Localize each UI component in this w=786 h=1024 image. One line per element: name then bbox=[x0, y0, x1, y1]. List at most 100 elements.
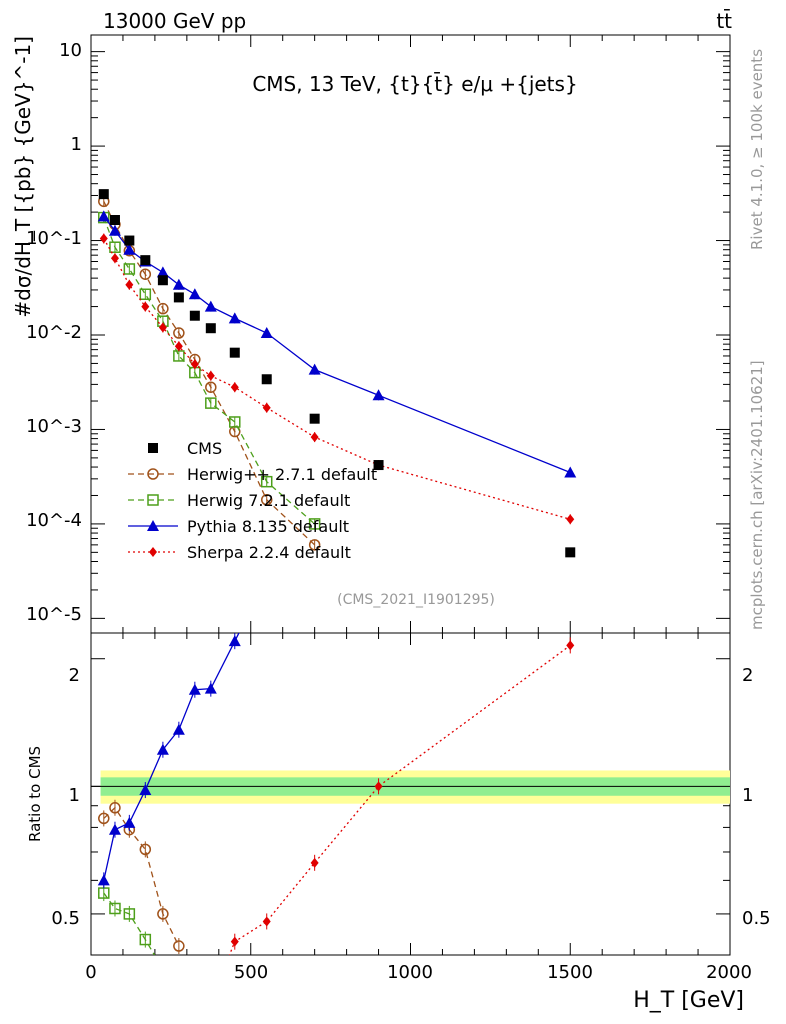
data-point bbox=[99, 233, 108, 244]
data-point bbox=[123, 263, 136, 275]
y-tick-label: 10^-4 bbox=[26, 510, 82, 531]
series-pythia-8-135-default bbox=[97, 210, 577, 478]
ratio-uncertainty-band bbox=[91, 770, 730, 804]
ratio-point bbox=[191, 997, 199, 1007]
data-point bbox=[188, 288, 201, 300]
legend-marker bbox=[148, 443, 158, 453]
data-point bbox=[308, 539, 321, 551]
legend: CMS Herwig++ 2.7.1 default Herwig 7.2.1 de… bbox=[128, 439, 377, 562]
ratio-point bbox=[123, 908, 136, 920]
data-point bbox=[108, 224, 121, 236]
legend-label: Pythia 8.135 default bbox=[187, 517, 349, 536]
data-point bbox=[308, 518, 321, 530]
data-point bbox=[564, 466, 577, 478]
data-point bbox=[205, 397, 217, 409]
data-point bbox=[174, 341, 183, 352]
ratio-series-group bbox=[97, 572, 575, 1007]
ratio-tick-label: 1 bbox=[69, 785, 80, 806]
ratio-point bbox=[188, 683, 201, 695]
data-point bbox=[189, 310, 200, 321]
data-point bbox=[205, 381, 217, 393]
legend-marker bbox=[147, 494, 159, 506]
data-point bbox=[260, 494, 273, 506]
data-point bbox=[260, 475, 273, 488]
main-series-group bbox=[97, 189, 577, 558]
x-tick-label: 500 bbox=[234, 962, 268, 983]
ratio-tick-label-right: 0.5 bbox=[742, 908, 771, 929]
data-point bbox=[261, 374, 272, 385]
data-point bbox=[205, 323, 216, 334]
x-axis-title: H_T [GeV] bbox=[633, 988, 744, 1013]
data-point bbox=[109, 241, 121, 253]
ratio-herwig-7-2-1-default bbox=[98, 885, 156, 955]
ratio-point bbox=[98, 812, 110, 825]
data-point bbox=[173, 327, 185, 339]
ratio-point bbox=[97, 874, 110, 886]
data-point bbox=[229, 416, 241, 428]
data-point bbox=[206, 370, 215, 381]
data-point bbox=[123, 243, 136, 255]
y-tick-label: 10^-5 bbox=[26, 604, 82, 625]
ratio-point bbox=[139, 784, 152, 796]
ratio-point bbox=[228, 635, 241, 647]
y-tick-label: 1 bbox=[71, 134, 82, 155]
ratio-point bbox=[172, 723, 185, 735]
ratio-line bbox=[228, 644, 571, 955]
legend-item-cms: CMS bbox=[148, 439, 222, 458]
plot-title: CMS, 13 TeV, {t}{t̄} e/μ +{jets} bbox=[252, 71, 577, 96]
y-axis-title: #dσ/dH_T [{pb} {GeV}^-1] bbox=[11, 36, 35, 318]
ratio-point bbox=[100, 980, 108, 990]
header-final-state: tt̄ bbox=[716, 8, 732, 33]
data-point bbox=[229, 347, 240, 358]
ratio-point bbox=[108, 823, 121, 835]
ratio-line bbox=[103, 892, 156, 955]
ratio-y-tick-labels: 0.5 1 2 0.5 1 2 bbox=[51, 665, 770, 929]
data-point bbox=[373, 460, 384, 471]
data-point bbox=[140, 255, 151, 266]
ratio-point bbox=[139, 933, 152, 946]
ratio-point bbox=[139, 843, 152, 856]
legend-item-pythia-8-135-default: Pythia 8.135 default bbox=[128, 517, 349, 536]
legend-label: Herwig 7.2.1 default bbox=[187, 491, 350, 510]
y-tick-label: 10^-1 bbox=[26, 228, 82, 249]
data-point bbox=[204, 300, 217, 312]
data-point bbox=[310, 432, 319, 443]
ratio-point bbox=[111, 975, 119, 985]
ratio-point bbox=[123, 816, 136, 828]
ratio-point bbox=[262, 916, 271, 927]
ratio-point bbox=[204, 682, 217, 694]
ratio-point bbox=[374, 781, 383, 792]
data-point bbox=[372, 389, 385, 401]
data-point bbox=[109, 215, 120, 226]
data-point bbox=[309, 413, 320, 424]
legend-item-sherpa-2-2-4-default: Sherpa 2.2.4 default bbox=[128, 543, 351, 562]
ratio-point bbox=[156, 743, 169, 755]
ratio-tick-label: 0.5 bbox=[51, 908, 80, 929]
data-point bbox=[173, 292, 184, 303]
ratio-point bbox=[261, 572, 273, 583]
y-tick-label: 10 bbox=[59, 40, 82, 61]
x-tick-label: 2000 bbox=[706, 962, 752, 983]
ratio-point bbox=[141, 991, 149, 1001]
data-point bbox=[156, 266, 169, 278]
ratio-point bbox=[109, 902, 121, 915]
x-tick-label: 1000 bbox=[387, 962, 433, 983]
ratio-point bbox=[159, 997, 167, 1007]
data-point bbox=[97, 210, 110, 222]
header-process: 13000 GeV pp bbox=[103, 9, 246, 33]
legend-marker bbox=[149, 547, 157, 557]
ratio-point bbox=[566, 640, 575, 651]
ratio-tick-label: 2 bbox=[69, 665, 80, 686]
ratio-point bbox=[157, 908, 169, 920]
data-point bbox=[566, 514, 575, 525]
ratio-pythia-8-135-default bbox=[97, 572, 273, 889]
series-cms bbox=[98, 189, 576, 558]
legend-item-herwig-7-2-1-default: Herwig 7.2.1 default bbox=[128, 491, 350, 510]
data-point bbox=[139, 288, 152, 301]
mcplots-label: mcplots.cern.ch [arXiv:2401.10621] bbox=[748, 360, 766, 630]
ratio-sherpa-2-2-4-default bbox=[100, 637, 575, 1007]
ratio-point bbox=[173, 940, 185, 952]
legend-label: Sherpa 2.2.4 default bbox=[187, 543, 351, 562]
ratio-point bbox=[125, 980, 133, 990]
